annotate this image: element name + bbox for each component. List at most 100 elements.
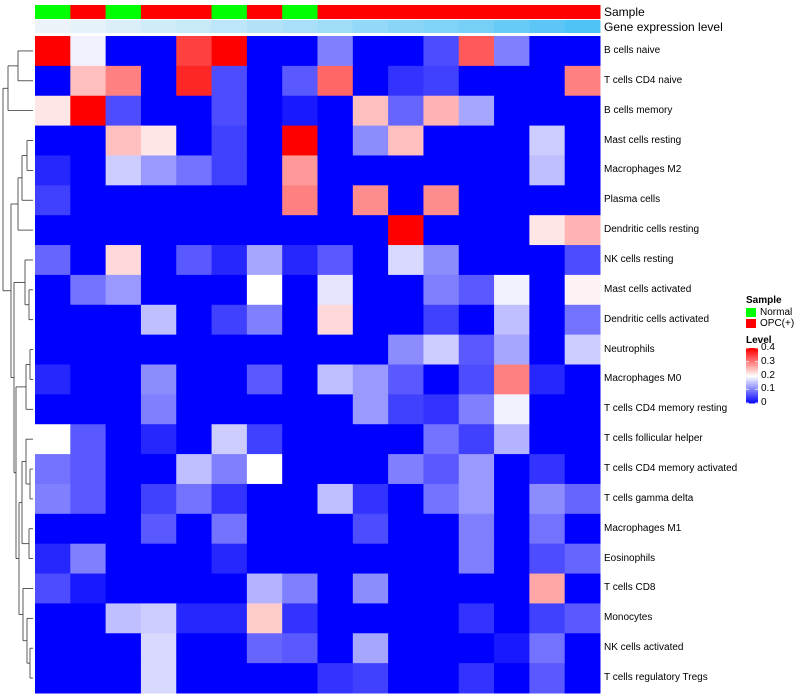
row-label: Eosinophils [604,552,656,564]
heatmap-cell [494,185,530,216]
heatmap-cell [458,245,495,276]
heatmap-cell [246,633,283,664]
heatmap-cell [211,454,248,485]
heatmap-cell [70,304,107,336]
heatmap-cell [564,95,601,127]
heatmap-cell [529,513,566,545]
heatmap-cell [176,633,213,664]
row-label: Macrophages M2 [604,164,682,176]
row-label: NK cells activated [604,642,684,654]
expression-annotation-cell [105,20,142,33]
heatmap-cell [211,543,248,575]
heatmap-cell [388,633,424,664]
sample-annotation-cell [423,5,460,19]
heatmap-cell [140,633,177,664]
heatmap-cell [352,155,389,186]
sample-annotation-cell [564,5,601,19]
heatmap-cell [564,394,601,425]
heatmap-cell [105,274,142,306]
heatmap-cell [494,364,530,395]
heatmap-cell [564,185,601,216]
heatmap-cell [458,633,495,664]
sample-annotation-cell [458,5,495,19]
heatmap-cell [211,65,248,97]
heatmap-cell [458,573,495,604]
heatmap-cell [176,125,213,156]
row-label: Dendritic cells resting [604,224,700,236]
level-colorbar-segment [746,401,758,404]
heatmap-cell [317,364,354,395]
heatmap-cell [458,603,495,634]
row-label: Plasma cells [604,194,661,206]
heatmap-cell [494,483,530,515]
heatmap-cell [176,603,213,634]
heatmap-cell [458,513,495,545]
heatmap-cell [388,185,424,216]
heatmap-cell [176,454,213,485]
heatmap-cell [564,573,601,604]
row-label: Neutrophils [604,343,655,355]
row-label: NK cells resting [604,253,674,265]
heatmap-cell [35,65,71,97]
heatmap-cell [176,65,213,97]
heatmap-cell [140,364,177,395]
heatmap-cell [246,304,283,336]
heatmap-cell [494,334,530,365]
heatmap-cell [458,125,495,156]
heatmap-cell [105,483,142,515]
heatmap-cell [423,573,460,604]
heatmap-cell [140,454,177,485]
level-tick-label: 0.2 [761,369,775,381]
sample-annotation-cell [246,5,283,19]
heatmap-cell [140,185,177,216]
level-colorbar-segment [746,350,758,353]
heatmap-cell [458,215,495,246]
heatmap-cell [529,454,566,485]
heatmap-cell [70,245,107,276]
heatmap-cell [564,65,601,97]
heatmap-cell [529,185,566,216]
level-colorbar-segment [746,375,758,378]
heatmap-cell [70,364,107,395]
level-colorbar-segment [746,400,758,403]
heatmap-cell [494,513,530,545]
expression-annotation-cell [176,20,213,33]
expression-annotation-cell [282,20,318,33]
heatmap-cell [282,274,318,306]
heatmap-cell [211,633,248,664]
heatmap-cell [423,633,460,664]
heatmap-cell [564,513,601,545]
heatmap-cell [211,36,248,67]
heatmap-cell [105,573,142,604]
heatmap-cell [246,36,283,67]
heatmap-cell [317,543,354,575]
heatmap-cell [564,424,601,455]
heatmap-cell [70,513,107,545]
heatmap-cell [35,304,71,336]
heatmap-cell [35,245,71,276]
expression-annotation-label: Gene expression level [604,20,723,34]
heatmap-cell [246,65,283,97]
heatmap-cell [70,573,107,604]
level-colorbar-segment [746,390,758,393]
heatmap-cell [317,185,354,216]
heatmap-cell [423,245,460,276]
heatmap-cell [246,155,283,186]
heatmap-cell [211,334,248,365]
heatmap-cell [70,483,107,515]
heatmap-cell [246,543,283,575]
heatmap-cell [282,663,318,694]
heatmap-cell [352,245,389,276]
heatmap-cell [282,513,318,545]
level-tick-label: 0.3 [761,355,775,367]
heatmap-cell [282,573,318,604]
level-colorbar-segment [746,352,758,354]
heatmap-cell [35,543,71,575]
heatmap-cell [176,663,213,694]
heatmap-cell [352,663,389,694]
heatmap-cell [352,185,389,216]
heatmap-cell [352,424,389,455]
heatmap-cell [317,274,354,306]
row-label: T cells CD4 naive [604,74,683,86]
